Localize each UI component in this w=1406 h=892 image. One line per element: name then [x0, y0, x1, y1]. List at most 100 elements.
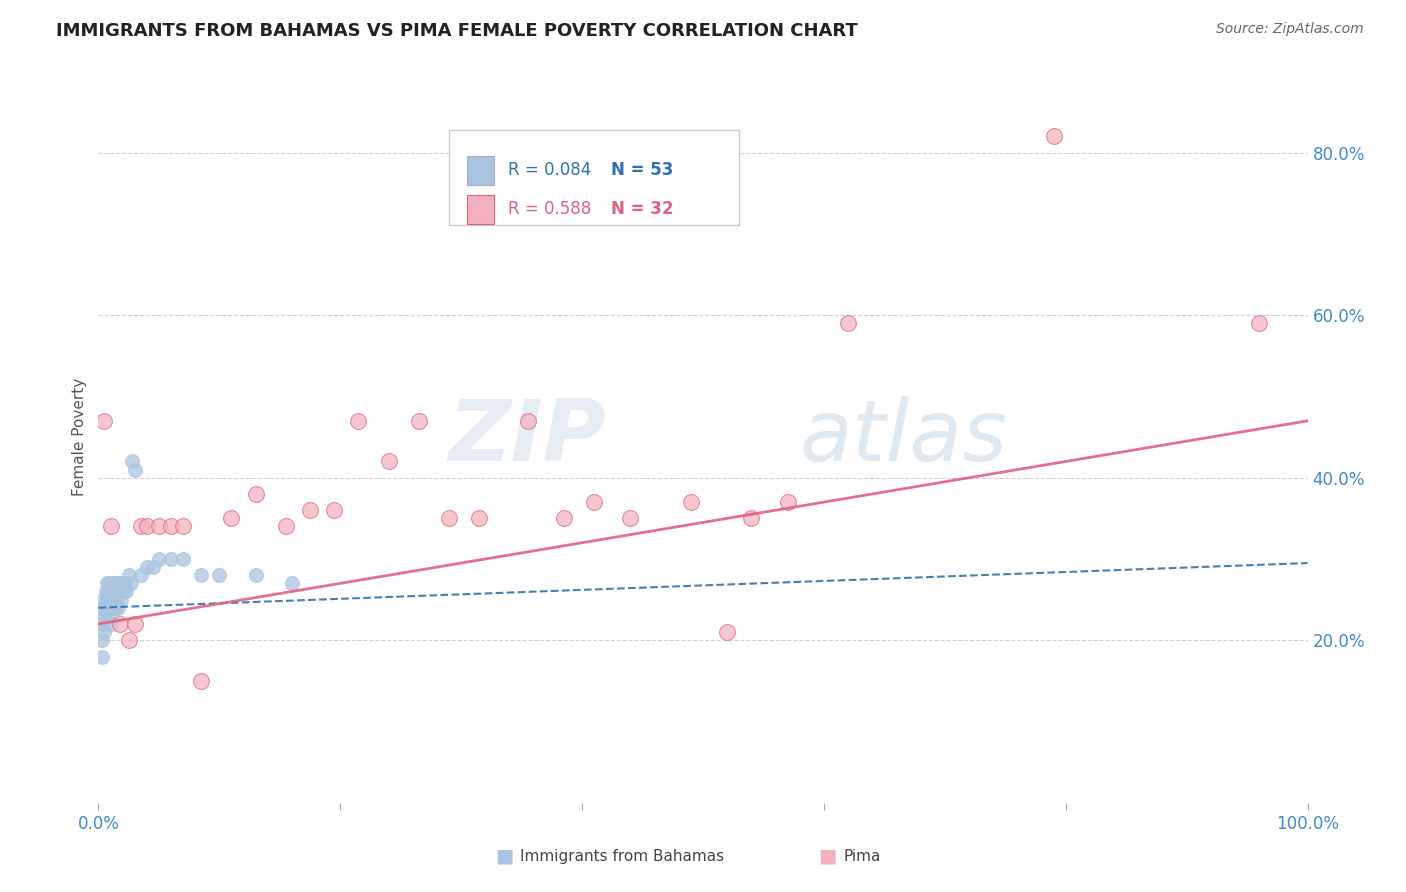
Point — [553, 511, 575, 525]
Point — [94, 600, 117, 615]
Point — [118, 568, 141, 582]
Point — [100, 617, 122, 632]
Point — [100, 600, 122, 615]
Point — [135, 560, 157, 574]
Point — [129, 519, 152, 533]
Point — [100, 519, 122, 533]
Point — [160, 552, 183, 566]
Point — [245, 487, 267, 501]
Point — [96, 576, 118, 591]
Text: R = 0.084: R = 0.084 — [509, 161, 592, 179]
Point — [101, 600, 124, 615]
Point — [104, 600, 127, 615]
Point — [148, 519, 170, 533]
Point — [679, 495, 702, 509]
Point — [91, 592, 114, 607]
Point — [583, 495, 606, 509]
Point — [148, 552, 170, 566]
Text: N = 53: N = 53 — [612, 161, 673, 179]
Point — [274, 519, 297, 533]
Point — [115, 584, 138, 599]
Point — [107, 600, 129, 615]
Point — [437, 511, 460, 525]
Point — [97, 584, 120, 599]
Point — [118, 633, 141, 648]
Text: ■: ■ — [495, 847, 513, 866]
Point — [323, 503, 346, 517]
Text: ■: ■ — [818, 847, 837, 866]
Point — [101, 584, 124, 599]
Point — [98, 576, 121, 591]
Point — [97, 600, 120, 615]
Point — [108, 576, 131, 591]
Text: atlas: atlas — [800, 395, 1008, 479]
Point — [172, 552, 194, 566]
Point — [100, 584, 122, 599]
Text: ZIP: ZIP — [449, 395, 606, 479]
Point — [740, 511, 762, 525]
Text: Immigrants from Bahamas: Immigrants from Bahamas — [520, 849, 724, 863]
Point — [120, 576, 142, 591]
Point — [245, 568, 267, 582]
Point — [91, 633, 114, 648]
Point — [619, 511, 641, 525]
Point — [124, 617, 146, 632]
Text: Source: ZipAtlas.com: Source: ZipAtlas.com — [1216, 22, 1364, 37]
Point — [281, 576, 304, 591]
Point — [837, 316, 859, 330]
Point — [104, 584, 127, 599]
Point — [91, 649, 114, 664]
Text: R = 0.588: R = 0.588 — [509, 200, 592, 219]
Point — [96, 592, 118, 607]
Point — [516, 414, 538, 428]
Point — [160, 519, 183, 533]
FancyBboxPatch shape — [449, 130, 740, 225]
Point — [298, 503, 321, 517]
Point — [716, 625, 738, 640]
Point — [100, 592, 122, 607]
Point — [468, 511, 491, 525]
Point — [408, 414, 430, 428]
Point — [776, 495, 799, 509]
Text: IMMIGRANTS FROM BAHAMAS VS PIMA FEMALE POVERTY CORRELATION CHART: IMMIGRANTS FROM BAHAMAS VS PIMA FEMALE P… — [56, 22, 858, 40]
Point — [100, 576, 122, 591]
Point — [112, 584, 135, 599]
Y-axis label: Female Poverty: Female Poverty — [72, 378, 87, 496]
Point — [129, 568, 152, 582]
Point — [93, 414, 115, 428]
Text: Pima: Pima — [844, 849, 882, 863]
Point — [114, 576, 136, 591]
Text: N = 32: N = 32 — [612, 200, 673, 219]
Point — [121, 454, 143, 468]
Point — [172, 519, 194, 533]
Point — [108, 584, 131, 599]
Point — [190, 568, 212, 582]
Point — [221, 511, 243, 525]
Point — [94, 584, 117, 599]
Point — [93, 625, 115, 640]
Point — [91, 600, 114, 615]
FancyBboxPatch shape — [467, 194, 494, 224]
Point — [142, 560, 165, 574]
Point — [105, 576, 128, 591]
Point — [98, 592, 121, 607]
Point — [377, 454, 399, 468]
Point — [208, 568, 231, 582]
Point — [105, 592, 128, 607]
Point — [93, 608, 115, 623]
Point — [347, 414, 370, 428]
Point — [110, 592, 132, 607]
Point — [111, 576, 134, 591]
Point — [108, 617, 131, 632]
Point — [1249, 316, 1271, 330]
Point — [1042, 129, 1064, 144]
FancyBboxPatch shape — [467, 155, 494, 185]
Point — [91, 617, 114, 632]
Point — [124, 462, 146, 476]
Point — [107, 584, 129, 599]
Point — [190, 673, 212, 688]
Point — [100, 592, 122, 607]
Point — [98, 608, 121, 623]
Point — [135, 519, 157, 533]
Point — [103, 592, 125, 607]
